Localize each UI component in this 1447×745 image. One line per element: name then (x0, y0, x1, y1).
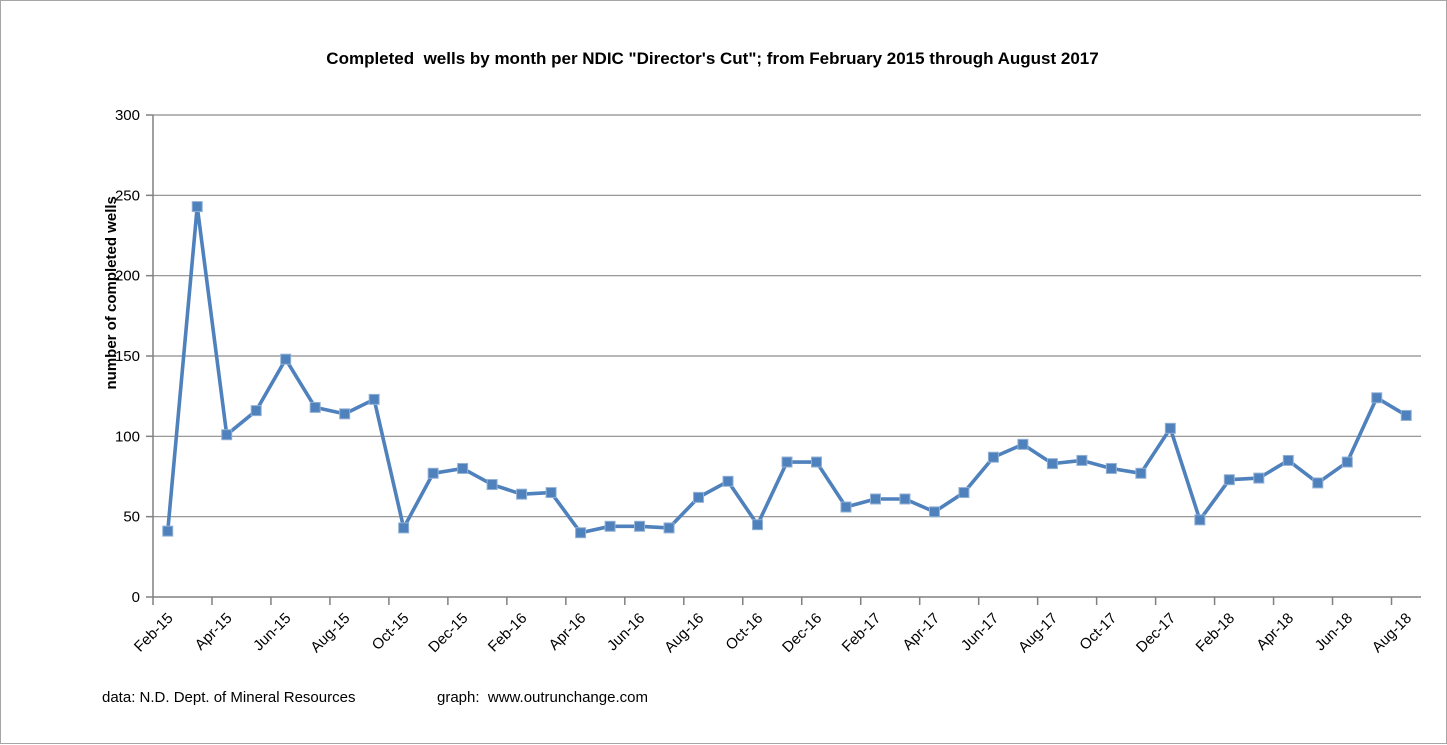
data-point-marker (1076, 454, 1088, 466)
data-point-marker (899, 493, 911, 505)
svg-text:Apr-15: Apr-15 (192, 610, 236, 654)
data-point-marker (1371, 392, 1383, 404)
x-axis-tick-labels: Feb-15 Apr-15 Jun-15 Aug-15 Oct-15 Dec-15 Feb-… (131, 610, 1415, 656)
data-point-marker (1341, 456, 1353, 468)
svg-text:Apr-16: Apr-16 (546, 610, 590, 654)
svg-text:Oct-16: Oct-16 (722, 610, 766, 654)
data-point-marker (162, 525, 174, 537)
data-point-marker (280, 353, 292, 365)
data-point-marker (869, 493, 881, 505)
data-point-marker (398, 522, 410, 534)
data-point-marker (604, 520, 616, 532)
svg-text:Jun-15: Jun-15 (250, 610, 294, 654)
data-point-marker (1223, 474, 1235, 486)
axes (146, 114, 1421, 605)
data-point-marker (427, 467, 439, 479)
data-point-marker (545, 487, 557, 499)
data-point-marker (457, 462, 469, 474)
data-source-label: data: N.D. Dept. of Mineral Resources (102, 689, 356, 706)
svg-text:Oct-17: Oct-17 (1076, 610, 1120, 654)
svg-text:Feb-15: Feb-15 (131, 610, 177, 656)
data-point-marker (250, 405, 262, 417)
chart-title: Completed wells by month per NDIC "Direc… (326, 49, 1099, 68)
data-point-marker (516, 488, 528, 500)
svg-text:Feb-18: Feb-18 (1193, 610, 1239, 656)
data-point-marker (1312, 477, 1324, 489)
data-point-marker (928, 506, 940, 518)
data-point-marker (958, 487, 970, 499)
data-point-marker (309, 401, 321, 413)
data-point-marker (693, 491, 705, 503)
data-point-marker (1253, 472, 1265, 484)
svg-text:Aug-18: Aug-18 (1369, 610, 1415, 656)
data-point-marker (634, 520, 646, 532)
data-point-marker (368, 393, 380, 405)
svg-text:150: 150 (115, 348, 140, 365)
svg-text:Jun-18: Jun-18 (1312, 610, 1356, 654)
series-line (165, 204, 1409, 535)
data-point-marker (1017, 438, 1029, 450)
svg-text:Aug-16: Aug-16 (661, 610, 707, 656)
svg-text:250: 250 (115, 187, 140, 204)
data-point-marker (1164, 422, 1176, 434)
svg-text:Jun-16: Jun-16 (604, 610, 648, 654)
y-axis-tick-labels: 0 50 100 150 200 250 300 (115, 107, 140, 606)
svg-text:300: 300 (115, 107, 140, 124)
data-point-marker (840, 501, 852, 513)
data-point-marker (1105, 462, 1117, 474)
data-point-marker (1400, 409, 1412, 421)
data-point-marker (987, 451, 999, 463)
svg-text:Feb-17: Feb-17 (839, 610, 885, 656)
data-point-marker (1194, 514, 1206, 526)
svg-text:Dec-16: Dec-16 (779, 610, 825, 656)
data-point-marker (1282, 454, 1294, 466)
data-point-marker (663, 522, 675, 534)
svg-text:0: 0 (132, 589, 140, 606)
data-point-marker (810, 456, 822, 468)
data-point-marker (191, 201, 203, 213)
svg-text:Feb-16: Feb-16 (485, 610, 531, 656)
data-point-marker (339, 408, 351, 420)
svg-text:Apr-17: Apr-17 (899, 610, 943, 654)
data-point-marker (486, 479, 498, 491)
svg-text:Aug-15: Aug-15 (307, 610, 353, 656)
graph-credit-label: graph: www.outrunchange.com (437, 689, 648, 706)
data-point-marker (752, 519, 764, 531)
svg-text:100: 100 (115, 428, 140, 445)
svg-text:Dec-15: Dec-15 (425, 610, 471, 656)
data-point-marker (1135, 467, 1147, 479)
data-point-marker (575, 527, 587, 539)
data-point-marker (221, 429, 233, 441)
svg-text:Jun-17: Jun-17 (958, 610, 1002, 654)
data-point-marker (781, 456, 793, 468)
svg-text:Dec-17: Dec-17 (1133, 610, 1179, 656)
data-series (162, 201, 1412, 539)
svg-text:200: 200 (115, 268, 140, 285)
svg-text:Oct-15: Oct-15 (369, 610, 413, 654)
data-point-marker (722, 475, 734, 487)
svg-text:50: 50 (123, 509, 140, 526)
data-point-marker (1046, 458, 1058, 470)
svg-text:Aug-17: Aug-17 (1015, 610, 1061, 656)
svg-text:Apr-18: Apr-18 (1253, 610, 1297, 654)
y-gridlines (153, 114, 1421, 518)
